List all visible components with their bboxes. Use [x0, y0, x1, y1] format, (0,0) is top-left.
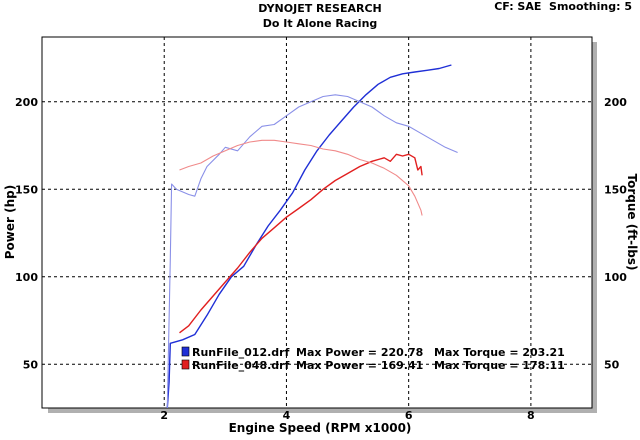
legend-swatch — [181, 346, 190, 357]
y-tick-label-left: 200 — [15, 96, 38, 109]
legend-file-name: RunFile_012.drf — [192, 346, 290, 359]
series-line-runfile-012-drf-torque — [166, 94, 458, 409]
y-tick-label-left: 50 — [23, 358, 39, 371]
x-tick-label: 6 — [405, 409, 413, 422]
y-tick-label-right: 100 — [604, 271, 627, 284]
series-line-runfile-048-drf-torque — [179, 139, 423, 216]
y-tick-label-left: 100 — [15, 271, 38, 284]
series-line-runfile-012-drf-power — [166, 64, 452, 409]
y-axis-label-right: Torque (ft-lbs) — [625, 174, 639, 271]
x-axis-label: Engine Speed (RPM x1000) — [229, 421, 412, 435]
y-axis-label-left: Power (hp) — [3, 185, 17, 259]
chart-subtitle: Do It Alone Racing — [263, 17, 378, 30]
axis-ticks: 2 4 6 8 50 100 150 200 50 100 150 200 — [15, 96, 627, 422]
series-group — [166, 64, 458, 409]
grid-lines — [42, 37, 592, 408]
y-tick-label-right: 50 — [604, 358, 620, 371]
series-line-runfile-048-drf-power — [179, 153, 423, 334]
legend-swatch — [181, 359, 190, 370]
legend: RunFile_012.drf Max Power = 220.78 Max Tor… — [181, 346, 565, 372]
y-tick-label-right: 200 — [604, 96, 627, 109]
settings-label: CF: SAE Smoothing: 5 — [494, 0, 632, 13]
legend-max-power: Max Power = 220.78 — [296, 346, 423, 359]
chart-title: DYNOJET RESEARCH — [258, 2, 381, 15]
legend-max-power: Max Power = 169.41 — [296, 359, 423, 372]
y-tick-label-right: 150 — [604, 183, 627, 196]
legend-file-name: RunFile_048.drf — [192, 359, 290, 372]
x-tick-label: 4 — [283, 409, 291, 422]
y-tick-label-left: 150 — [15, 183, 38, 196]
x-tick-label: 8 — [527, 409, 535, 422]
legend-max-torque: Max Torque = 178.11 — [434, 359, 565, 372]
x-tick-label: 2 — [160, 409, 168, 422]
legend-max-torque: Max Torque = 203.21 — [434, 346, 565, 359]
